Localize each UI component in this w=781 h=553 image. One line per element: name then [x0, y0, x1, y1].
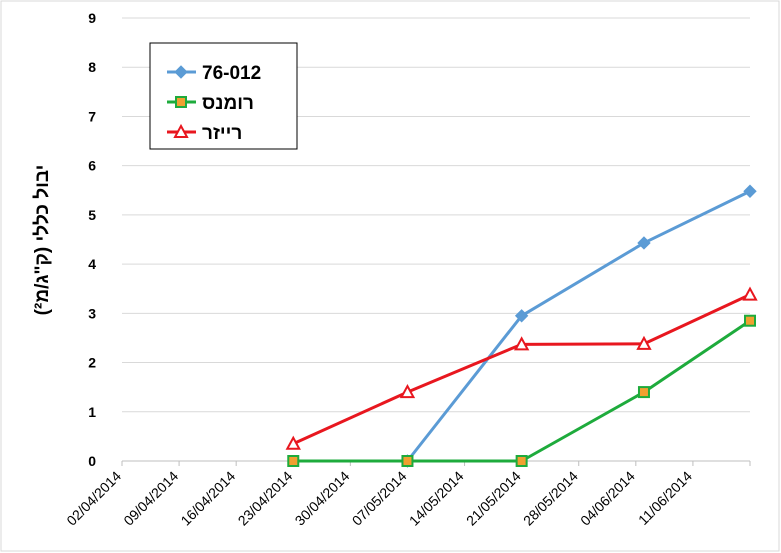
- series: [285, 184, 758, 468]
- legend-label: רייזר: [202, 123, 242, 144]
- legend: 76-012 רומנס רייזר: [149, 42, 298, 150]
- y-tick-label: 6: [88, 158, 96, 174]
- y-tick-label: 1: [88, 404, 96, 420]
- data-point: [401, 455, 414, 467]
- y-tick-label: 3: [88, 305, 96, 321]
- series-2: [285, 286, 758, 450]
- data-point: [637, 236, 651, 250]
- data-point: [287, 455, 300, 467]
- y-axis-label: יבול כללי (ק"ג/מ²): [32, 165, 53, 316]
- data-point: [399, 384, 416, 399]
- data-point: [743, 184, 757, 198]
- data-point: [742, 286, 758, 301]
- y-tick-label: 8: [88, 59, 96, 75]
- y-tick-label: 2: [88, 355, 96, 371]
- data-point: [637, 386, 650, 399]
- legend-label: 76-012: [202, 63, 261, 84]
- series-line: [406, 189, 751, 462]
- data-point: [513, 336, 530, 351]
- y-tick-label: 5: [88, 207, 96, 223]
- data-point: [514, 309, 529, 323]
- series-1: [287, 314, 756, 467]
- y-tick-label: 4: [88, 256, 96, 272]
- data-point: [515, 455, 528, 467]
- data-point: [636, 335, 652, 350]
- legend-label: רומנס: [202, 93, 254, 114]
- legend-marker: [175, 96, 187, 108]
- legend-marker: [173, 123, 189, 138]
- data-point: [285, 435, 301, 450]
- data-point: [744, 314, 756, 327]
- y-tick-labels: 0 1 2 3 4 5 6 7 8 9: [88, 10, 96, 469]
- y-tick-label: 7: [88, 108, 96, 124]
- legend-marker: [174, 65, 188, 79]
- y-tick-label: 9: [88, 10, 96, 26]
- y-tick-label: 0: [88, 453, 96, 469]
